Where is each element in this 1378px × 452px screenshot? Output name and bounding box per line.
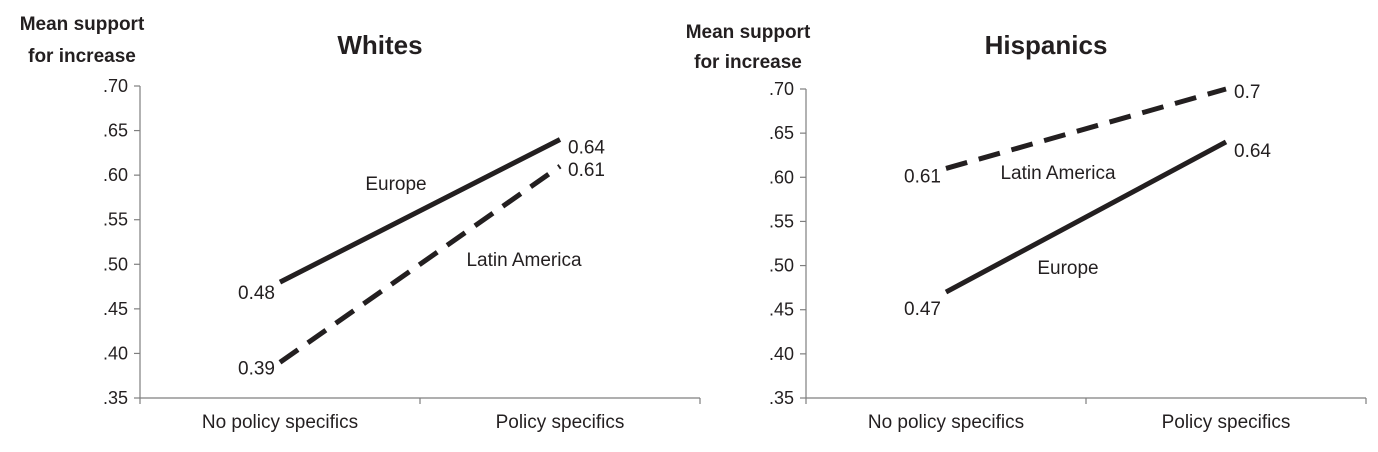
data-label: 0.48 [238,283,275,304]
panel-whites: Mean support for increase Whites .35 .40.… [20,14,701,433]
y-tick-label: .55 [769,211,794,231]
y-tick-label: .40 [769,344,794,364]
series-lines [944,86,1228,295]
y-tick-label: .65 [103,121,128,141]
data-label: 0.61 [568,160,605,181]
y-tick-label: .45 [103,299,128,319]
data-label: 0.64 [568,137,605,158]
y-tick-label: .65 [769,123,794,143]
y-axis-label-line-2: for increase [28,46,136,67]
series-label-latin-america: Latin America [1000,163,1116,184]
series-line-europe [944,139,1228,295]
data-label: 0.47 [904,299,941,320]
series-line-latin-america [278,164,562,365]
series-label-europe: Europe [1037,258,1098,279]
y-tick-label: .50 [769,256,794,276]
y-tick-label: .60 [769,167,794,187]
panel-hispanics: Mean support for increase Hispanics .35.… [686,22,1367,433]
series-line-latin-america [945,86,1227,171]
y-tick-label: .70 [769,79,794,99]
series-label-latin-america: Latin America [466,250,582,271]
y-axis-label-line-2: for increase [694,52,802,73]
y-tick-label: .40 [103,343,128,363]
data-label: 0.39 [238,358,275,379]
y-axis-label-line-1: Mean support [686,22,811,43]
x-category-label: No policy specifics [202,412,358,433]
series-lines [278,137,562,365]
data-label: 0.7 [1234,82,1260,103]
y-tick-label: .35 [103,388,128,408]
chart-title: Whites [337,30,422,60]
series-line-europe [278,137,562,285]
series-label-europe: Europe [365,174,426,195]
x-category-label: Policy specifics [496,412,625,433]
chart-title: Hispanics [985,30,1108,60]
y-tick-label: .60 [103,165,128,185]
data-label: 0.64 [1234,141,1271,162]
y-tick-label: .45 [769,300,794,320]
y-tick-label: .50 [103,254,128,274]
data-label: 0.61 [904,166,941,187]
data-labels: 0.48 0.64 0.39 0.61 [238,137,605,379]
x-category-label: Policy specifics [1162,412,1291,433]
axes: .35 .40 .45 .50 .55 .60 .65 .70 No policy specif… [769,79,1367,433]
y-axis-label-line-1: Mean support [20,14,145,35]
y-tick-label: .55 [103,210,128,230]
axes: .35 .40 .45 .50 .55 .60 .65 .70 No policy specif… [103,76,701,433]
x-category-label: No policy specifics [868,412,1024,433]
data-labels: 0.61 0.7 0.47 0.64 [904,82,1271,320]
y-tick-label: .70 [103,76,128,96]
y-tick-label: .35 [769,388,794,408]
